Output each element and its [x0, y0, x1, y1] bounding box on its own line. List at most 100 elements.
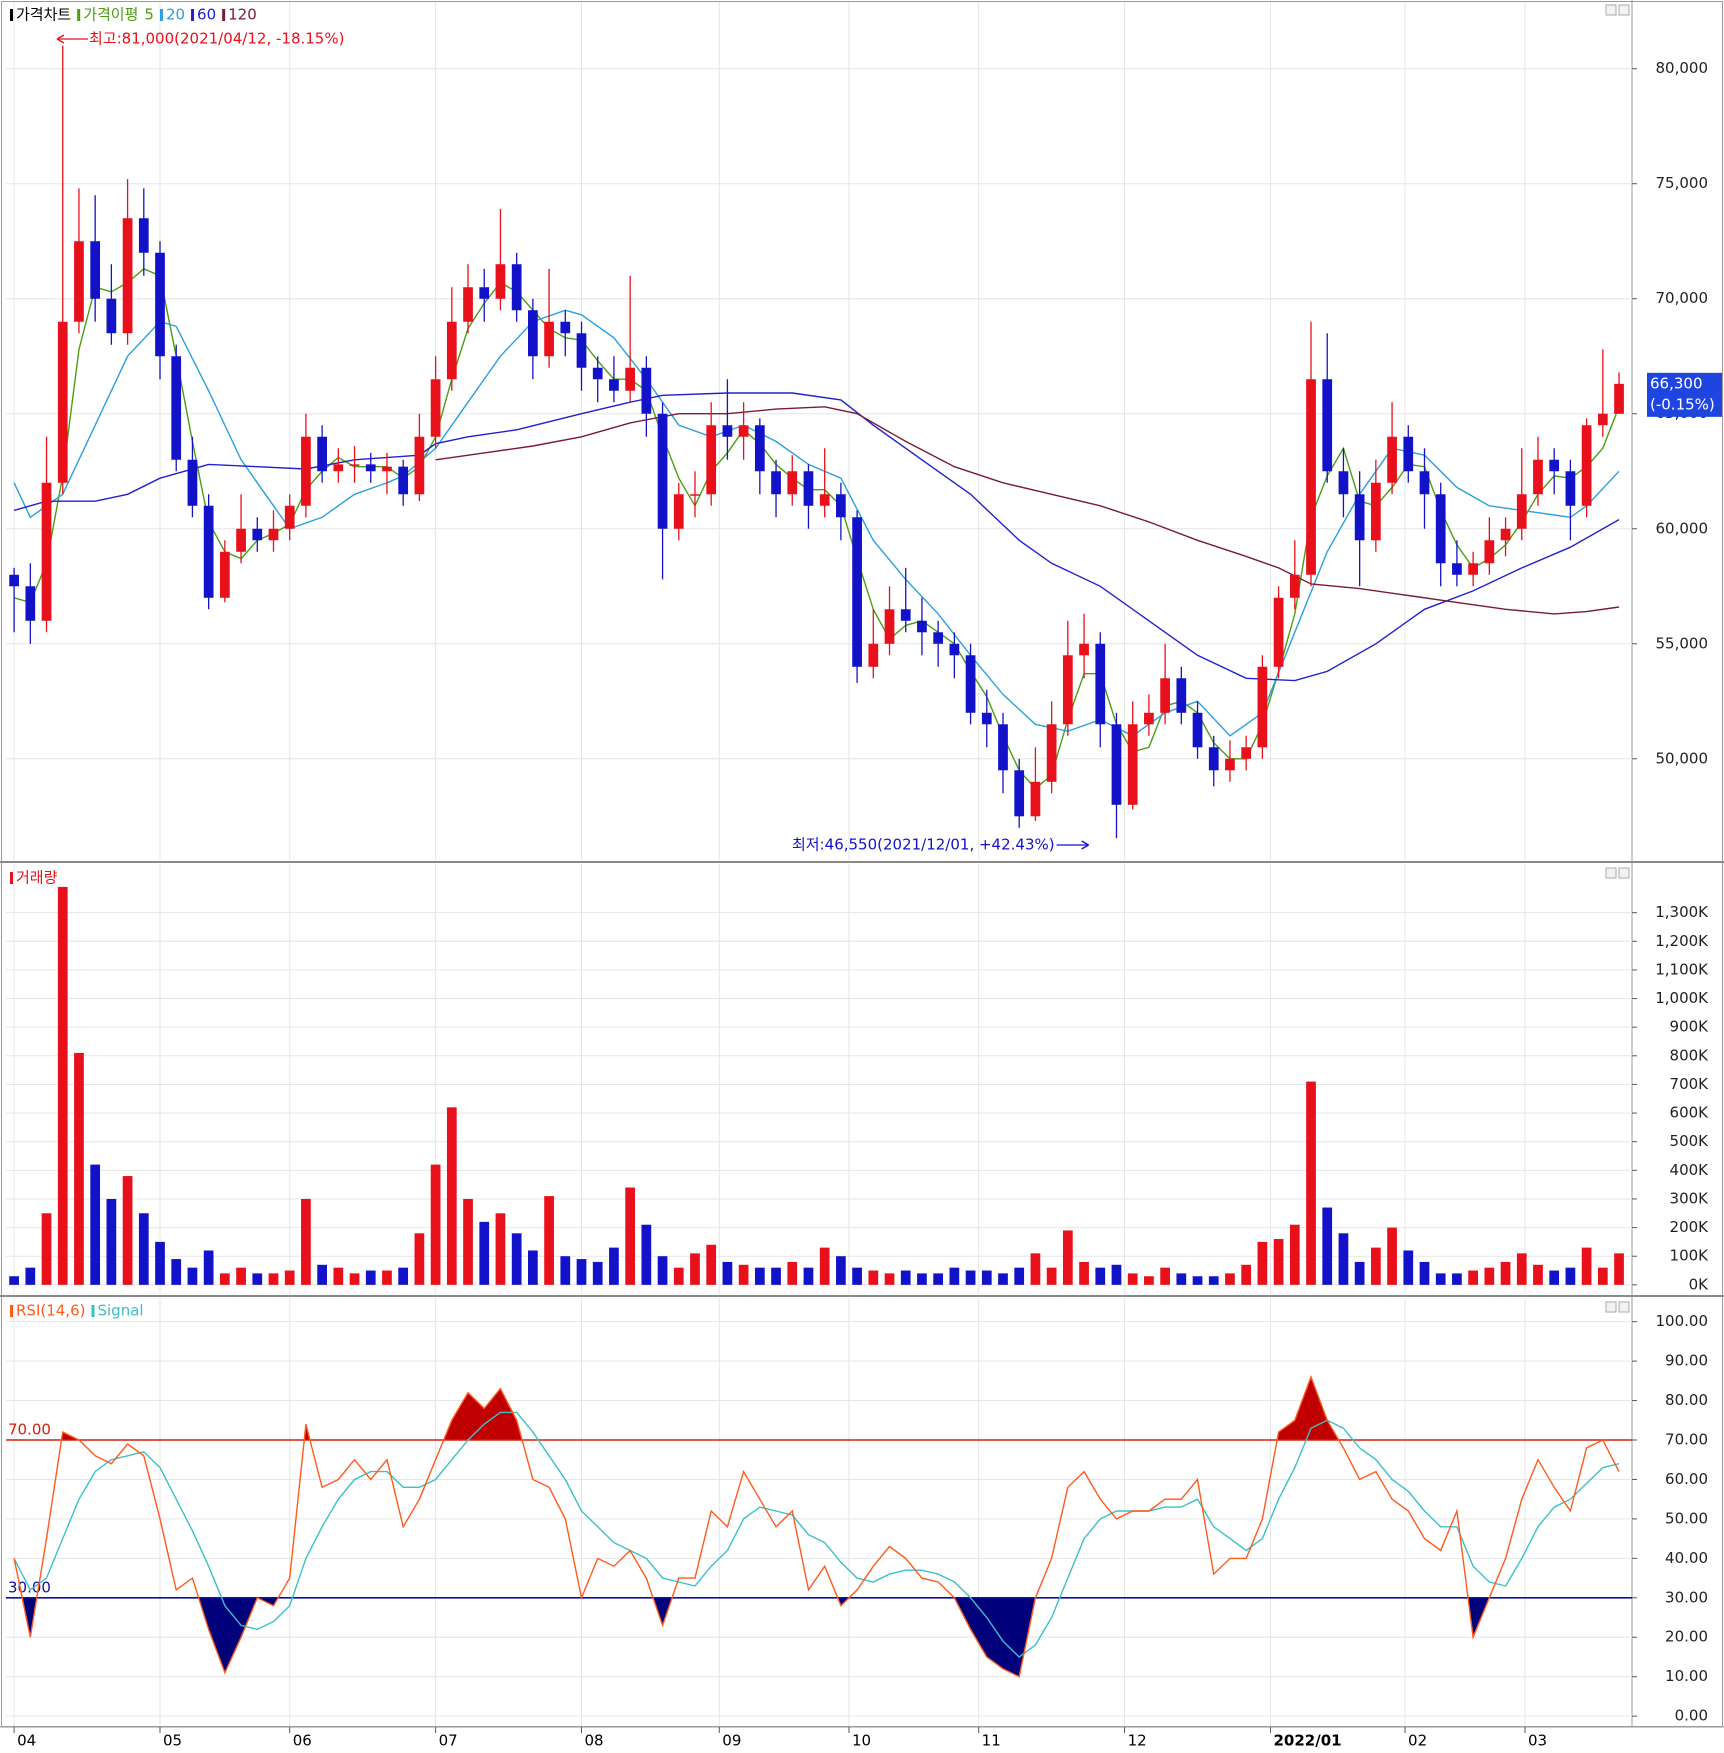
volume-bar [301, 1198, 311, 1285]
candle-body [236, 528, 246, 552]
y-tick-label: 0.00 [1675, 1707, 1708, 1725]
volume-bar [1127, 1273, 1138, 1285]
level-label: 70.00 [8, 1421, 51, 1439]
y-tick-label: 400K [1670, 1161, 1710, 1179]
volume-bar [1468, 1270, 1478, 1285]
volume-bar [1192, 1276, 1203, 1285]
candle-body [333, 464, 344, 472]
candle-body [1581, 425, 1592, 506]
candle-body [641, 367, 652, 414]
candle-body [219, 551, 230, 598]
volume-bar [706, 1244, 717, 1285]
volume-bar [657, 1256, 668, 1285]
candle-body [1111, 724, 1122, 805]
candle-body [365, 464, 376, 472]
close-button[interactable] [1618, 4, 1630, 16]
candle-body [90, 241, 101, 299]
candle-body [673, 494, 684, 529]
candle-body [511, 264, 522, 311]
candle-body [1273, 597, 1284, 667]
volume-bar [333, 1267, 344, 1285]
volume-bar [1338, 1233, 1349, 1285]
y-tick-label: 60.00 [1665, 1470, 1708, 1488]
x-tick-label: 04 [17, 1732, 36, 1750]
candle-body [1192, 712, 1203, 748]
volume-bar [463, 1198, 473, 1285]
minimize-button[interactable] [1605, 867, 1617, 879]
volume-bar [836, 1256, 846, 1285]
candle-body [1533, 459, 1543, 495]
legend-label: RSI(14,6) [16, 1302, 85, 1320]
volume-bar [576, 1259, 587, 1285]
candle-body [1322, 379, 1333, 472]
y-tick-label: 200K [1670, 1218, 1710, 1236]
y-tick-label: 100.00 [1656, 1312, 1709, 1330]
last-price-label: 66,300 [1650, 374, 1703, 392]
volume-bar [317, 1264, 327, 1285]
volume-bar [1144, 1276, 1154, 1285]
y-tick-label: 900K [1670, 1018, 1710, 1036]
candle-body [252, 528, 263, 541]
moving-average-line [13, 392, 1620, 682]
y-tick-label: 60,000 [1656, 519, 1709, 537]
close-button[interactable] [1618, 1301, 1630, 1313]
candle-body [1241, 747, 1252, 759]
candle-body [1289, 574, 1300, 598]
volume-bar [495, 1213, 506, 1285]
volume-bar [1500, 1261, 1511, 1285]
candle-body [528, 310, 538, 357]
volume-bar [25, 1267, 36, 1285]
volume-bar [819, 1247, 830, 1285]
volume-bar [544, 1196, 554, 1285]
volume-bar [528, 1250, 538, 1285]
candle-body [1338, 471, 1349, 495]
candle-body [317, 436, 327, 472]
candle-body [138, 218, 149, 253]
candle-body [900, 609, 911, 621]
minimize-button[interactable] [1605, 1301, 1617, 1313]
x-tick-label: 02 [1408, 1732, 1427, 1750]
volume-bar [625, 1187, 636, 1285]
candle-body [1127, 724, 1138, 805]
y-tick-label: 100K [1670, 1247, 1710, 1265]
minimize-button[interactable] [1605, 4, 1617, 16]
volume-bar [1273, 1239, 1284, 1285]
volume-bar [1111, 1264, 1122, 1285]
legend-swatch [77, 9, 81, 21]
volume-bar [690, 1253, 700, 1285]
volume-bar [560, 1256, 571, 1285]
candle-body [1370, 482, 1381, 541]
candle-body [706, 425, 717, 495]
volume-bar [187, 1267, 198, 1285]
candle-body [1565, 471, 1576, 506]
volume-bar [1241, 1264, 1252, 1285]
candle-body [430, 379, 441, 437]
volume-bar [74, 1052, 84, 1285]
y-tick-label: 80.00 [1665, 1391, 1708, 1409]
y-tick-label: 90.00 [1665, 1352, 1708, 1370]
close-button[interactable] [1618, 867, 1630, 879]
x-tick-label: 07 [439, 1732, 458, 1750]
y-tick-label: 80,000 [1656, 59, 1709, 77]
candle-body [1516, 494, 1527, 529]
volume-bar [1370, 1247, 1381, 1285]
volume-bar [203, 1250, 214, 1285]
volume-bar [236, 1267, 246, 1285]
candle-body [1208, 747, 1219, 771]
volume-bar [9, 1276, 19, 1285]
candle-body [819, 494, 830, 506]
y-tick-label: 50,000 [1656, 749, 1709, 767]
candle-body [495, 264, 506, 299]
volume-bar [398, 1267, 409, 1285]
candle-body [868, 643, 879, 667]
volume-bar [365, 1270, 376, 1285]
candle-body [609, 379, 619, 391]
volume-bar [1306, 1081, 1316, 1285]
legend-label: 5 [144, 6, 154, 24]
volume-bar [949, 1267, 960, 1285]
x-tick-label: 2022/01 [1273, 1732, 1341, 1750]
volume-bar [641, 1224, 652, 1285]
candle-body [1306, 379, 1316, 575]
